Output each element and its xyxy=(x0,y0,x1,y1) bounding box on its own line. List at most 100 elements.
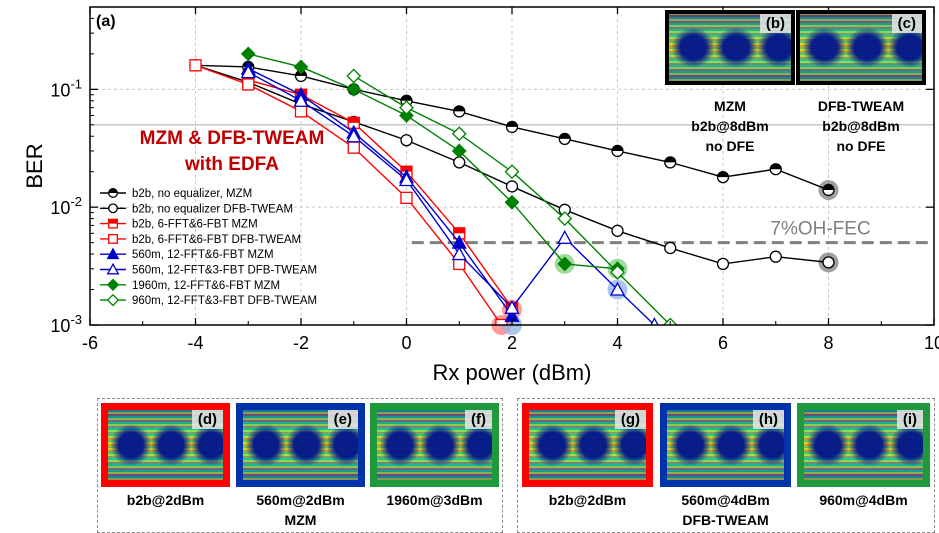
eye-diagram-b: (b) xyxy=(665,10,795,85)
series-line xyxy=(248,53,618,270)
eye-diagram-f: (f) xyxy=(370,403,499,487)
eye-diagram-e: (e) xyxy=(236,403,365,487)
legend-item: 960m, 12-FFT&3-FBT DFB-TWEAM xyxy=(100,293,317,307)
x-tick-label: -2 xyxy=(293,333,309,353)
x-tick-label: 6 xyxy=(718,333,728,353)
eye-diagram-d: (d) xyxy=(101,403,230,487)
x-tick-label: 4 xyxy=(612,333,622,353)
data-point xyxy=(716,257,730,271)
data-point xyxy=(240,64,256,79)
data-point xyxy=(664,156,677,169)
legend-label: 560m, 12-FFT&3-FBT DFB-TWEAM xyxy=(132,265,317,277)
inset-caption-b: MZM b2b@8dBm no DFE xyxy=(691,98,769,154)
series-line xyxy=(248,79,513,309)
series-4 xyxy=(240,60,520,322)
annotation-title-line2: with EDFA xyxy=(184,154,279,175)
inset-label-c: (c) xyxy=(891,14,922,33)
panel-label: (a) xyxy=(96,13,116,30)
data-point xyxy=(451,143,467,159)
data-point xyxy=(106,262,120,275)
tile-label-h: (h) xyxy=(752,410,784,429)
data-point xyxy=(611,224,624,237)
data-point xyxy=(346,81,362,97)
series-3 xyxy=(189,59,508,325)
data-point xyxy=(558,132,571,146)
x-tick-label: 8 xyxy=(823,333,833,353)
y-tick-label: 10-1 xyxy=(50,76,82,100)
x-tick-label: 10 xyxy=(924,333,939,353)
x-tick-label: 0 xyxy=(401,333,411,353)
data-point xyxy=(557,211,573,227)
tile-label-g: (g) xyxy=(614,410,646,429)
data-point xyxy=(240,46,256,62)
data-point xyxy=(400,134,413,147)
data-point xyxy=(346,68,362,84)
legend-item: b2b, no equalizer DFB-TWEAM xyxy=(100,203,293,215)
data-point xyxy=(505,180,519,193)
data-point xyxy=(293,92,309,107)
data-point xyxy=(769,163,782,176)
tile-caption-h: 560m@4dBm xyxy=(681,492,770,508)
tile-caption-i: 960m@4dBm xyxy=(819,492,908,508)
tile-caption-e: 560m@2dBm xyxy=(256,492,345,508)
data-point xyxy=(400,191,413,204)
data-point xyxy=(451,126,467,142)
legend-label: b2b, 6-FFT&6-FBT MZM xyxy=(132,219,258,231)
data-point xyxy=(769,250,782,263)
eye-diagram-h: (h) xyxy=(660,403,791,487)
series-5 xyxy=(240,64,659,325)
legend-item: 1960m, 12-FFT&6-FBT MZM xyxy=(100,278,280,292)
data-point xyxy=(504,164,520,180)
legend-label: 960m, 12-FFT&3-FBT DFB-TWEAM xyxy=(132,295,317,307)
annotation-title-line1: MZM & DFB-TWEAM xyxy=(140,128,325,149)
data-point xyxy=(504,194,520,210)
legend-label: b2b, no equalizer DFB-TWEAM xyxy=(132,203,293,215)
data-point xyxy=(453,156,466,169)
fec-label: 7%OH-FEC xyxy=(770,219,870,240)
legend-item: 560m, 12-FFT&6-FBT MZM xyxy=(100,247,274,261)
data-point xyxy=(505,120,519,134)
data-point xyxy=(293,59,309,75)
data-point xyxy=(451,246,467,261)
legend-item: b2b, 6-FFT&6-FBT DFB-TWEAM xyxy=(100,234,301,246)
y-tick-label: 10-3 xyxy=(50,312,82,336)
legend-item: 560m, 12-FFT&3-FBT DFB-TWEAM xyxy=(100,262,317,277)
tile-caption-f: 1960m@3dBm xyxy=(386,492,483,508)
data-point xyxy=(822,183,835,197)
eye-diagram-c: (c) xyxy=(796,10,926,85)
tile-caption-g: b2b@2dBm xyxy=(548,492,627,508)
eye-diagram-i: (i) xyxy=(797,403,930,487)
data-point xyxy=(610,264,625,280)
legend-label: 1960m, 12-FFT&6-FBT MZM xyxy=(132,280,280,292)
data-point xyxy=(495,318,508,325)
data-point xyxy=(399,108,414,123)
legend-item: b2b, no equalizer, MZM xyxy=(100,188,252,200)
tile-caption-d: b2b@2dBm xyxy=(126,492,205,508)
x-axis-label: Rx power (dBm) xyxy=(433,360,592,385)
data-point xyxy=(189,59,202,72)
data-point xyxy=(108,218,118,229)
data-point xyxy=(108,233,118,244)
tile-label-i: (i) xyxy=(896,410,923,429)
y-tick-label: 10-2 xyxy=(50,194,82,218)
eye-diagram-g: (g) xyxy=(522,403,653,487)
legend-item: b2b, 6-FFT&6-FBT MZM xyxy=(100,219,258,231)
data-point xyxy=(108,203,118,214)
data-point xyxy=(557,256,573,272)
data-point xyxy=(822,256,835,269)
data-point xyxy=(609,281,626,296)
series-line xyxy=(247,67,513,317)
group-label-dfb-tweam: DFB-TWEAM xyxy=(682,512,769,528)
data-point xyxy=(716,170,730,184)
tile-label-f: (f) xyxy=(465,410,492,429)
data-point xyxy=(347,141,360,154)
data-point xyxy=(242,78,255,91)
data-point xyxy=(294,105,308,118)
data-point xyxy=(106,247,120,260)
y-axis-label: BER xyxy=(22,143,47,188)
legend: b2b, no equalizer, MZM b2b, no equalizer … xyxy=(100,188,317,307)
data-point xyxy=(557,229,573,244)
inset-caption-c: DFB-TWEAM b2b@8dBm no DFE xyxy=(817,98,905,154)
